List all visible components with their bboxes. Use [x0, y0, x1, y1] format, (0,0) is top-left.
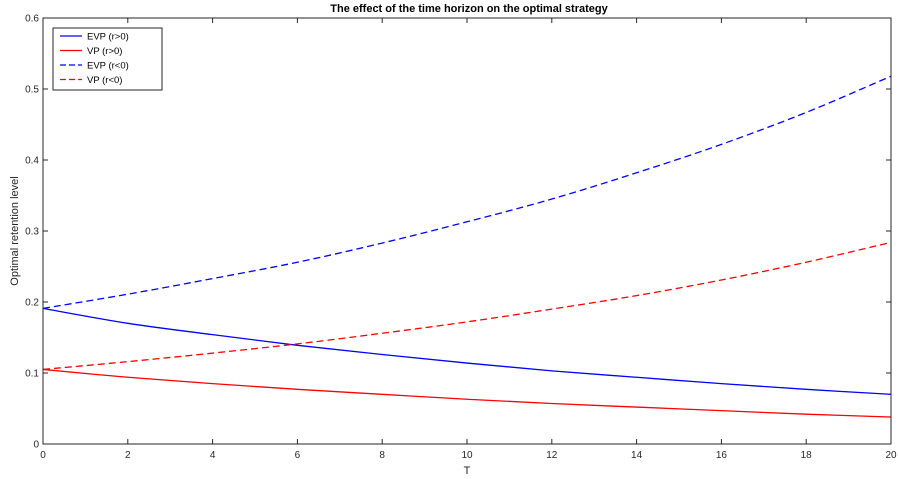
x-tick-label: 4 [210, 450, 216, 461]
y-tick-label: 0.6 [25, 14, 39, 25]
legend: EVP (r>0) VP (r>0) EVP (r<0) VP (r<0) [52, 27, 163, 91]
y-tick-label: 0.4 [25, 156, 39, 167]
x-tick-label: 6 [295, 450, 301, 461]
series-lines [42, 75, 892, 418]
x-tick-label: 16 [716, 450, 728, 461]
x-tick-label: 10 [461, 450, 473, 461]
x-tick-label: 8 [379, 450, 385, 461]
y-tick-label: 0.2 [25, 298, 39, 309]
y-tick-label: 0.3 [25, 227, 39, 238]
legend-label: EVP (r>0) [87, 32, 129, 43]
x-axis-title: T [464, 465, 471, 477]
series-line-4 [42, 241, 892, 371]
series-line-1 [42, 307, 892, 395]
y-tick-label: 0.5 [25, 85, 39, 96]
x-tick-label: 20 [885, 450, 897, 461]
legend-label: VP (r<0) [87, 75, 122, 86]
x-tick-label: 18 [801, 450, 813, 461]
y-axis-title: Optimal retention level [9, 176, 21, 285]
series-line-2 [42, 368, 892, 418]
x-axis: 0 2 4 6 8 10 12 14 16 18 20 [40, 18, 897, 461]
y-tick-label: 0.1 [25, 369, 39, 380]
x-tick-label: 12 [546, 450, 558, 461]
plot-area [43, 18, 891, 444]
y-tick-label: 0 [33, 440, 39, 451]
chart-title: The effect of the time horizon on the op… [330, 3, 608, 15]
x-tick-label: 0 [40, 450, 46, 461]
x-tick-label: 14 [631, 450, 643, 461]
legend-label: EVP (r<0) [87, 61, 129, 72]
plot-frame [42, 17, 892, 445]
legend-label: VP (r>0) [87, 46, 122, 57]
series-line-3 [42, 75, 892, 310]
x-tick-label: 2 [125, 450, 131, 461]
